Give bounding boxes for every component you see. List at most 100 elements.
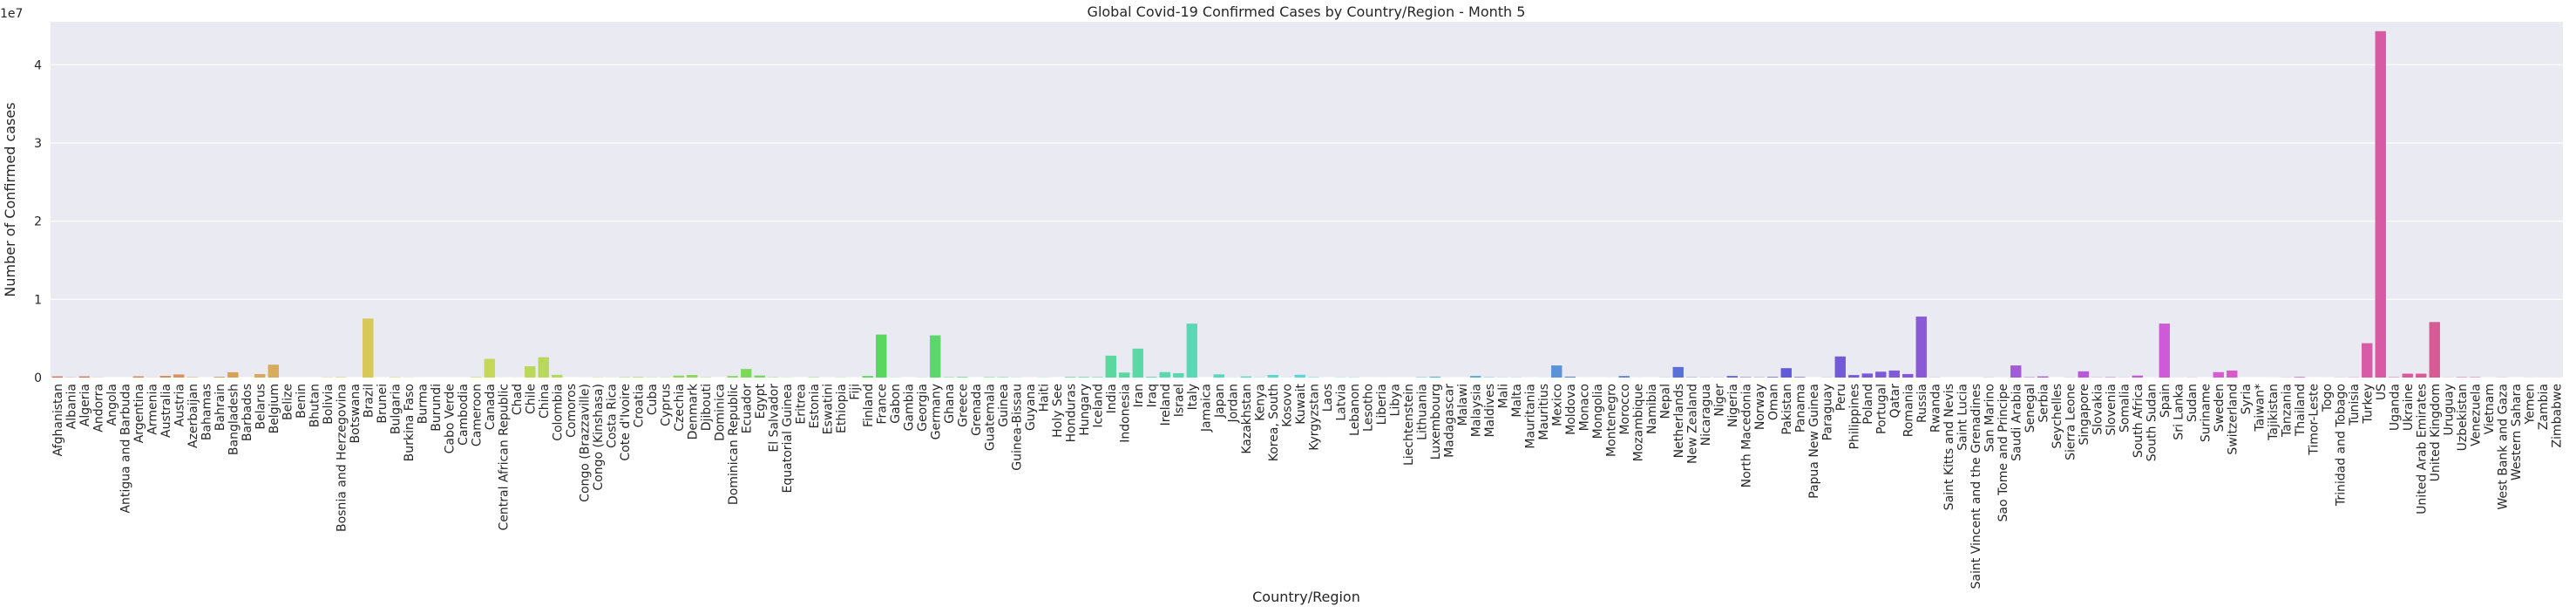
bar bbox=[173, 374, 185, 378]
x-tick-label: Namibia bbox=[1645, 384, 1659, 434]
bar bbox=[1132, 348, 1143, 378]
x-tick-label: Ethiopia bbox=[835, 384, 849, 433]
x-tick-label: Estonia bbox=[808, 384, 822, 429]
bar bbox=[2429, 322, 2440, 378]
x-tick-label: Pakistan bbox=[1780, 384, 1794, 435]
x-tick-label: China bbox=[538, 384, 552, 419]
x-tick-label: Brazil bbox=[362, 384, 376, 418]
bar bbox=[1767, 377, 1779, 378]
x-tick-label: Russia bbox=[1915, 384, 1929, 423]
bar bbox=[2078, 371, 2089, 378]
x-tick-label: Chad bbox=[511, 384, 525, 415]
bar bbox=[1888, 370, 1900, 378]
x-tick-label: Slovenia bbox=[2105, 384, 2118, 436]
bar bbox=[2402, 373, 2413, 378]
x-tick-label: Moldova bbox=[1564, 384, 1578, 435]
x-tick-label: Liechtenstein bbox=[1402, 384, 1416, 466]
bar bbox=[1834, 356, 1846, 378]
x-tick-label: Honduras bbox=[1064, 384, 1078, 442]
y-tick-label: 2 bbox=[34, 215, 42, 229]
x-tick-label: Malta bbox=[1510, 384, 1524, 418]
x-tick-label: Uruguay bbox=[2442, 384, 2456, 436]
x-tick-label: Jordan bbox=[1226, 384, 1240, 424]
y-tick-label: 3 bbox=[34, 137, 42, 151]
x-tick-label: Fiji bbox=[848, 384, 862, 400]
plot-area-background bbox=[51, 22, 2563, 378]
x-tick-label: Cabo Verde bbox=[443, 384, 457, 453]
x-tick-label: Greece bbox=[956, 384, 970, 427]
x-tick-label: Luxembourg bbox=[1429, 384, 1443, 460]
bar bbox=[957, 377, 968, 378]
x-tick-label: Maldives bbox=[1483, 384, 1497, 438]
x-tick-label: Tajikistan bbox=[2267, 384, 2281, 441]
x-tick-label: Ecuador bbox=[740, 384, 754, 433]
bar bbox=[1078, 377, 1089, 378]
x-tick-label: Afghanistan bbox=[51, 384, 65, 456]
bar bbox=[2213, 371, 2224, 378]
x-tick-label: Guinea-Bissau bbox=[1010, 384, 1024, 471]
bar bbox=[363, 318, 374, 378]
x-tick-label: Barbados bbox=[241, 384, 254, 441]
x-tick-label: Australia bbox=[159, 384, 173, 438]
x-tick-label: Botswana bbox=[349, 384, 363, 443]
x-tick-label: Guyana bbox=[1024, 384, 1038, 431]
x-tick-label: Libya bbox=[1388, 384, 1402, 416]
bar bbox=[1672, 366, 1684, 378]
x-tick-label: South Africa bbox=[2132, 384, 2146, 458]
x-tick-label: Nicaragua bbox=[1699, 384, 1713, 446]
x-tick-label: Kazakhstan bbox=[1240, 384, 1254, 454]
y-tick-label: 4 bbox=[34, 58, 42, 72]
bar bbox=[159, 376, 171, 378]
x-tick-label: Togo bbox=[2321, 384, 2335, 412]
x-tick-label: Dominican Republic bbox=[727, 384, 741, 505]
x-tick-label: Switzerland bbox=[2226, 384, 2240, 455]
bar bbox=[1618, 376, 1630, 378]
x-tick-label: Cambodia bbox=[457, 384, 471, 446]
bar bbox=[1173, 372, 1184, 378]
x-tick-label: Burma bbox=[416, 384, 430, 424]
x-tick-label: Bulgaria bbox=[389, 384, 403, 434]
x-axis-label: Country/Region bbox=[1252, 589, 1360, 605]
bar bbox=[78, 376, 90, 378]
bar bbox=[1551, 365, 1563, 378]
x-tick-label: Nigeria bbox=[1726, 384, 1740, 427]
bar bbox=[1159, 371, 1170, 378]
bar bbox=[538, 357, 549, 378]
bar bbox=[227, 371, 239, 378]
x-tick-label: Guatemala bbox=[983, 384, 997, 451]
x-tick-label: Indonesia bbox=[1118, 384, 1132, 443]
x-tick-label: France bbox=[875, 384, 889, 425]
x-tick-label: Czechia bbox=[673, 384, 687, 432]
x-tick-label: Belize bbox=[281, 384, 295, 420]
x-tick-label: Mozambique bbox=[1631, 384, 1645, 461]
y-axis-ticks: 0 1 2 3 4 bbox=[34, 58, 42, 385]
bars bbox=[51, 31, 2562, 378]
x-tick-label: Burundi bbox=[430, 384, 444, 432]
x-tick-label: US bbox=[2375, 384, 2389, 400]
x-tick-label: Haiti bbox=[1037, 384, 1051, 412]
bar bbox=[1470, 376, 1481, 378]
bar bbox=[754, 375, 765, 378]
bar bbox=[2227, 370, 2238, 378]
x-tick-label: Poland bbox=[1861, 384, 1875, 425]
x-tick-label: Oman bbox=[1766, 384, 1780, 420]
x-tick-label: Kuwait bbox=[1294, 383, 1308, 424]
x-tick-label: Tunisia bbox=[2348, 384, 2362, 426]
x-tick-label: Zambia bbox=[2537, 384, 2551, 430]
x-tick-label: Egypt bbox=[754, 384, 768, 419]
x-tick-label: Costa Rica bbox=[605, 384, 619, 448]
bar bbox=[1105, 355, 1116, 378]
bar bbox=[1726, 376, 1738, 378]
x-tick-label: Netherlands bbox=[1672, 384, 1686, 458]
bar bbox=[51, 376, 63, 378]
x-tick-label: United Kingdom bbox=[2429, 384, 2443, 481]
x-tick-label: San Marino bbox=[1983, 384, 1996, 453]
x-tick-label: Tanzania bbox=[2280, 384, 2294, 438]
bar bbox=[1564, 376, 1576, 378]
x-tick-label: Cuba bbox=[646, 384, 660, 415]
x-tick-label: Cyprus bbox=[659, 384, 673, 426]
x-tick-label: Finland bbox=[862, 384, 876, 427]
x-tick-label: Kosovo bbox=[1280, 384, 1294, 427]
x-tick-label: Eswatini bbox=[821, 384, 835, 434]
x-tick-label: Armenia bbox=[146, 384, 159, 435]
